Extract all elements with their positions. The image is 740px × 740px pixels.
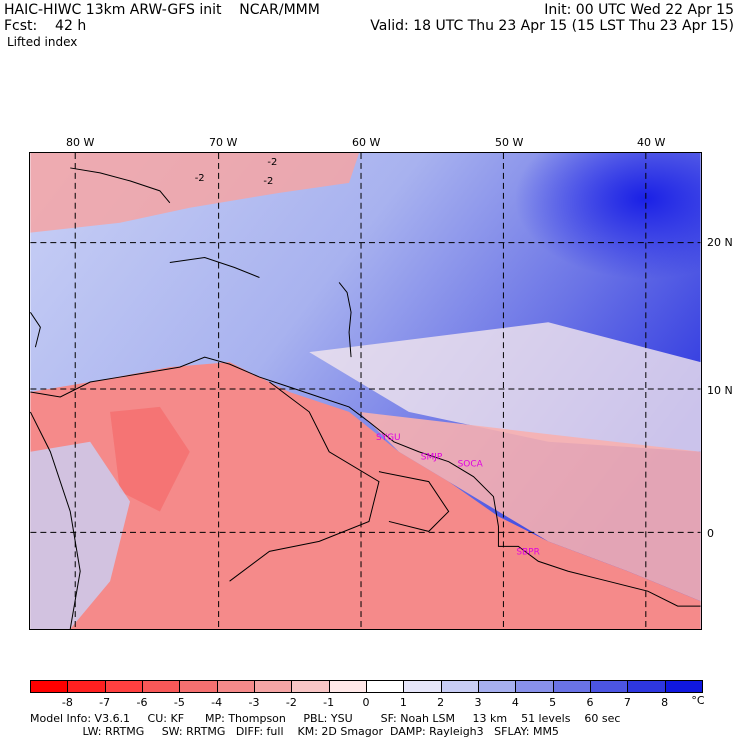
colorbar-tick-label: -4 bbox=[211, 696, 223, 709]
colorbar-segment bbox=[552, 680, 591, 693]
colorbar-tick-label: 7 bbox=[623, 696, 631, 709]
colorbar-segment bbox=[291, 680, 330, 693]
lat-label-10n: 10 N bbox=[707, 384, 733, 397]
colorbar-segment bbox=[216, 680, 255, 693]
contour-label: -2 bbox=[267, 157, 277, 168]
colorbar-tick-label: 6 bbox=[586, 696, 594, 709]
colorbar-segment bbox=[179, 680, 218, 693]
colorbar-segment bbox=[590, 680, 629, 693]
colorbar-tick-label: 3 bbox=[474, 696, 482, 709]
positive-andes-strip bbox=[30, 441, 130, 629]
colorbar-tick-label: 8 bbox=[661, 696, 669, 709]
colorbar-tick-label: 0 bbox=[362, 696, 370, 709]
station-label: SBPR bbox=[516, 547, 539, 557]
forecast-hour: Fcst: 42 h bbox=[4, 18, 87, 34]
colorbar-unit: °C bbox=[691, 694, 705, 707]
model-info-line1: Model Info: V3.6.1 CU: KF MP: Thompson P… bbox=[30, 712, 621, 725]
colorbar-tick-label: 5 bbox=[549, 696, 557, 709]
lon-label-70w: 70 W bbox=[209, 136, 238, 149]
colorbar-tick-label: -5 bbox=[173, 696, 185, 709]
station-label: SOCA bbox=[458, 460, 484, 470]
negative-north-band bbox=[30, 153, 360, 233]
station-label: SMJP bbox=[421, 453, 443, 463]
colorbar-tick-label: -7 bbox=[99, 696, 111, 709]
colorbar-segment bbox=[627, 680, 666, 693]
lon-label-60w: 60 W bbox=[352, 136, 381, 149]
colorbar-tick-label: -3 bbox=[248, 696, 260, 709]
colorbar-tick-label: -8 bbox=[61, 696, 73, 709]
colorbar-tick-label: -2 bbox=[285, 696, 297, 709]
lifted-index-map: -2 -2 -2 SYGU SMJP SOCA SBPR bbox=[29, 152, 702, 630]
model-info-line2: LW: RRTMG SW: RRTMG DIFF: full KM: 2D Sm… bbox=[30, 725, 559, 738]
colorbar-tick-label: 2 bbox=[437, 696, 445, 709]
negative-south-america bbox=[30, 362, 701, 629]
colorbar-segment bbox=[366, 680, 405, 693]
coastlines bbox=[30, 167, 701, 629]
model-title: HAIC-HIWC 13km ARW-GFS init NCAR/MMM bbox=[4, 2, 320, 18]
colorbar-segment bbox=[254, 680, 293, 693]
colorbar-segment bbox=[403, 680, 442, 693]
field-name: Lifted index bbox=[7, 35, 78, 49]
lat-label-20n: 20 N bbox=[707, 236, 733, 249]
neutral-central-band bbox=[309, 322, 701, 452]
colorbar-segment bbox=[67, 680, 106, 693]
colorbar-tick-label: 1 bbox=[399, 696, 407, 709]
valid-time: Valid: 18 UTC Thu 23 Apr 15 (15 LST Thu … bbox=[370, 18, 734, 34]
colorbar-segment bbox=[478, 680, 517, 693]
contour-label: -2 bbox=[263, 176, 273, 187]
colorbar-segment bbox=[440, 680, 479, 693]
colorbar-segment bbox=[30, 680, 69, 693]
colorbar-segment bbox=[142, 680, 181, 693]
init-time: Init: 00 UTC Wed 22 Apr 15 bbox=[544, 2, 734, 18]
colorbar-segment bbox=[104, 680, 143, 693]
lat-label-eq: 0 bbox=[707, 527, 714, 540]
lon-label-80w: 80 W bbox=[66, 136, 95, 149]
negative-atlantic-south bbox=[359, 411, 701, 602]
colorbar-segment bbox=[515, 680, 554, 693]
graticule bbox=[30, 153, 701, 629]
colorbar-segment bbox=[664, 680, 703, 693]
station-label: SYGU bbox=[376, 433, 401, 443]
colorbar-segment bbox=[328, 680, 367, 693]
contour-label: -2 bbox=[195, 173, 205, 184]
lon-label-40w: 40 W bbox=[637, 136, 666, 149]
lon-label-50w: 50 W bbox=[495, 136, 524, 149]
colorbar-tick-label: -6 bbox=[136, 696, 148, 709]
negative-strong-patch bbox=[110, 406, 190, 512]
colorbar-tick-label: -1 bbox=[323, 696, 335, 709]
colorbar-tick-label: 4 bbox=[511, 696, 519, 709]
